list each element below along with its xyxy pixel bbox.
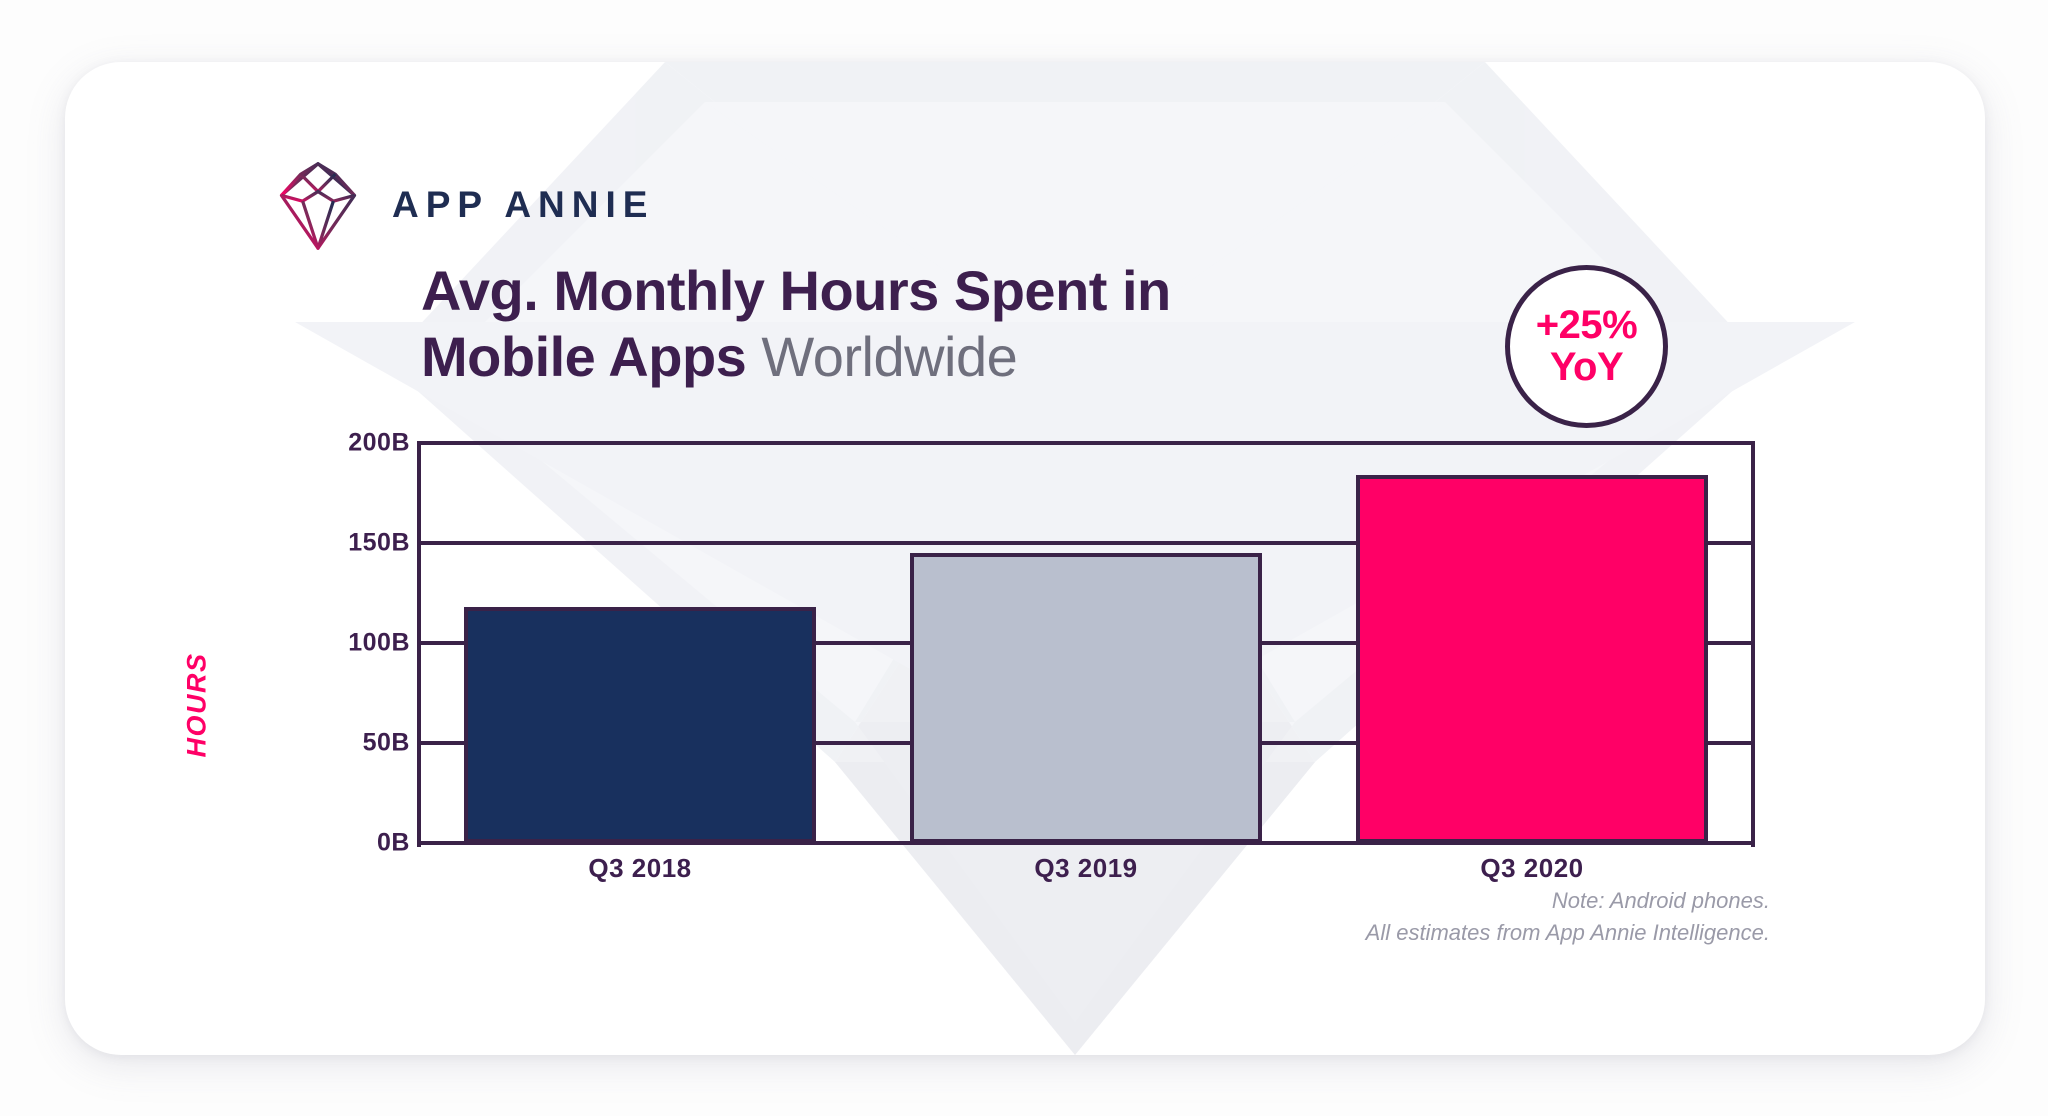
title-line2-light: Worldwide: [761, 324, 1018, 388]
bar-q3-2019: [910, 553, 1262, 843]
brand-logo: APP ANNIE: [270, 157, 654, 253]
x-axis-tick-label: Q3 2018: [588, 853, 692, 883]
x-axis-tick-label: Q3 2019: [1034, 853, 1138, 883]
y-axis-tick-label: 0B: [377, 828, 410, 857]
badge-period: YoY: [1549, 344, 1624, 389]
y-axis-tick-label: 200B: [348, 428, 410, 457]
y-axis-tick-label: 50B: [362, 728, 410, 757]
plot-area: Q3 2018 Q3 2019 Q3 2020: [417, 441, 1755, 883]
footnote-line2: All estimates from App Annie Intelligenc…: [1365, 919, 1770, 945]
gridline: [417, 541, 1755, 545]
brand-name: APP ANNIE: [392, 184, 655, 225]
infographic-card: APP ANNIE Avg. Monthly Hours Spent in Mo…: [65, 62, 1985, 1055]
page-title: Avg. Monthly Hours Spent in Mobile Apps …: [421, 258, 1621, 389]
footnote-line1: Note: Android phones.: [1551, 888, 1770, 913]
plot-right-edge: [1751, 443, 1755, 847]
title-line2-bold: Mobile Apps: [421, 324, 747, 388]
y-axis-tick-labels: 0B 50B 100B 150B 200B: [235, 62, 410, 1055]
title-line1: Avg. Monthly Hours Spent in: [421, 259, 1171, 322]
y-axis-tick-label: 150B: [348, 528, 410, 557]
gridline: [417, 441, 1755, 445]
status-badge: +25% YoY: [1505, 265, 1668, 428]
chart-footnote: Note: Android phones. All estimates from…: [1366, 885, 1770, 949]
badge-percent: +25%: [1535, 302, 1638, 347]
y-axis-line: [417, 443, 421, 847]
gridline: [417, 841, 1755, 845]
bar-q3-2020: [1356, 475, 1708, 843]
y-axis-tick-label: 100B: [348, 628, 410, 657]
y-axis-title: HOURS: [181, 652, 212, 758]
bar-chart: 0B 50B 100B 150B 200B HOURS Q3 2018 Q3 2019 Q3…: [65, 62, 1985, 1055]
diamond-gem-icon: [279, 162, 357, 250]
x-axis-tick-label: Q3 2020: [1480, 853, 1584, 883]
bar-q3-2018: [464, 607, 816, 843]
